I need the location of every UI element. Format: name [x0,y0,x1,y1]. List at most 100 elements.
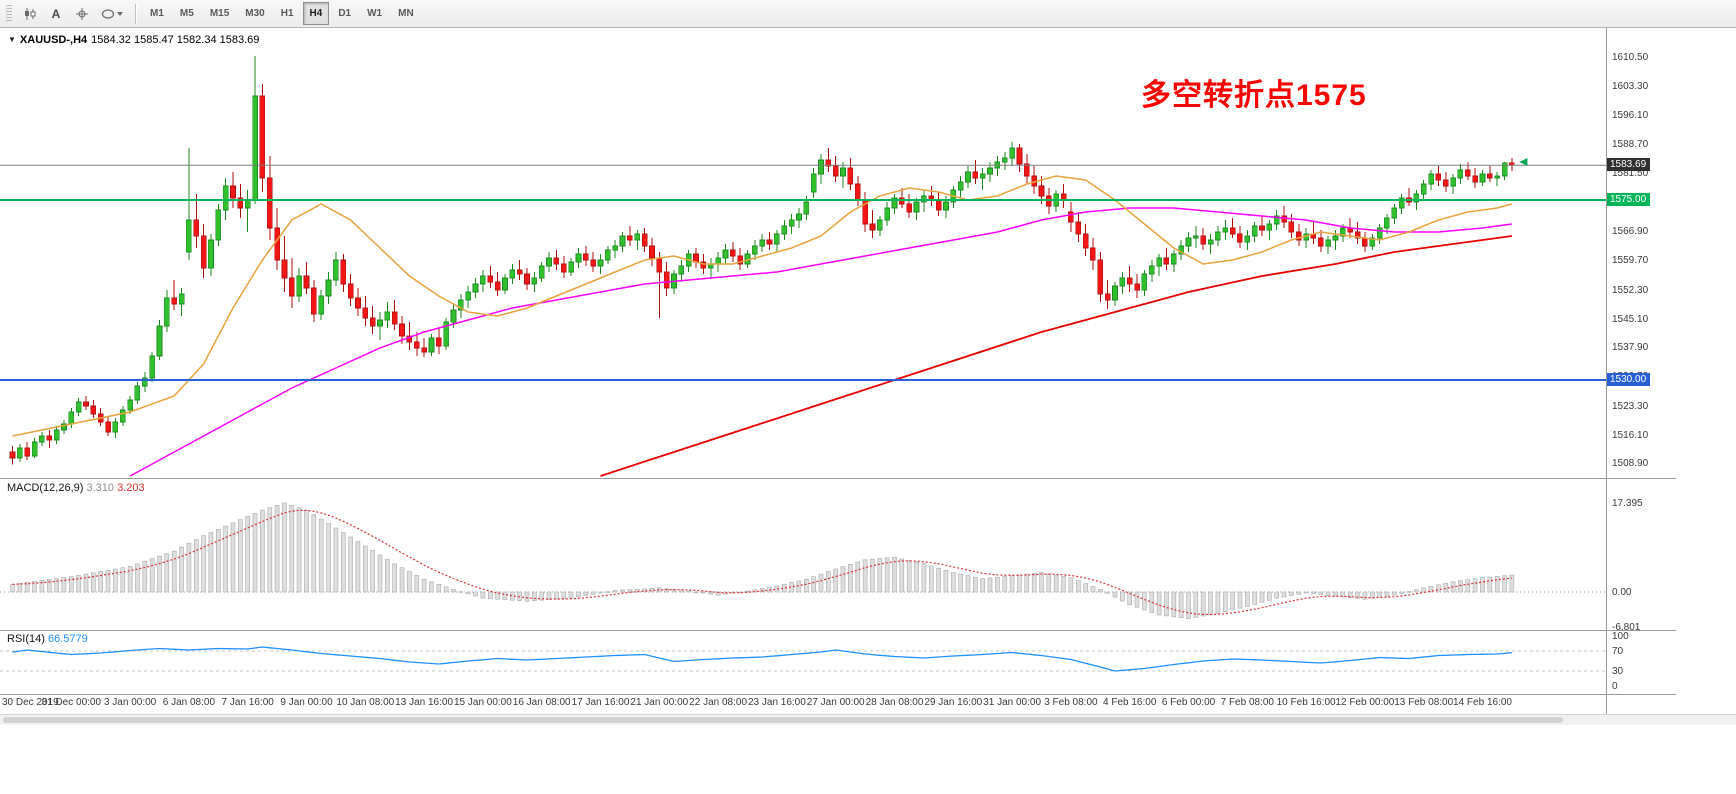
time-axis-label: 7 Jan 16:00 [221,697,274,708]
price-axis-label: 1603.30 [1612,80,1649,92]
macd-signal-value: 3.203 [117,482,145,494]
ma-fast-line [12,175,1513,437]
time-axis-label: 21 Jan 00:00 [630,697,689,708]
rsi-axis-label: 100 [1612,631,1629,642]
timeframe-button-m30[interactable]: M30 [245,8,265,19]
time-axis-label: 7 Feb 08:00 [1220,697,1274,708]
time-axis-label: 28 Jan 08:00 [865,697,924,708]
symbol-ohlc: 1584.32 1585.47 1582.34 1583.69 [91,34,260,46]
time-axis-label: 31 Jan 00:00 [983,697,1042,708]
price-axis-border [1606,28,1607,714]
candlestick-glyph [25,7,36,20]
rsi-axis-label: 30 [1612,666,1624,677]
price-axis-label: 1559.70 [1612,255,1649,267]
price-axis-label: 1508.90 [1612,458,1649,470]
macd-panel-surface[interactable] [0,479,1606,630]
macd-panel-divider[interactable] [0,478,1676,479]
toolbar: A M1 M5 M15 M30 H1 H4 D1 W1 MN [0,0,1736,28]
macd-axis-label: -6.801 [1612,621,1641,633]
macd-axis-label: 0.00 [1612,587,1632,598]
crosshair-icon[interactable] [69,2,95,26]
crosshair-glyph [76,7,88,20]
timeframe-button-mn[interactable]: MN [398,8,414,19]
time-axis-divider [0,694,1676,695]
macd-layer [0,502,1606,619]
timeframe-button-m1[interactable]: M1 [150,8,164,19]
time-axis-label: 10 Jan 08:00 [336,697,395,708]
timeframe-button-h4[interactable]: H4 [302,2,330,25]
time-axis-label: 14 Feb 16:00 [1453,697,1512,708]
time-axis-label: 29 Jan 16:00 [924,697,983,708]
timeframe-button-group: M1 M5 M15 M30 H1 H4 D1 W1 MN [142,2,422,25]
time-axis-label: 3 Feb 08:00 [1044,697,1098,708]
one-click-trading-toggle-icon[interactable]: ▼ [8,35,16,44]
time-axis-label: 6 Jan 08:00 [162,697,216,708]
toolbar-separator [135,3,136,24]
time-axis-label: 23 Jan 16:00 [747,697,806,708]
price-axis-label: 1552.30 [1612,284,1649,296]
time-axis-label: 6 Feb 00:00 [1161,697,1216,708]
horizontal-scrollbar-thumb[interactable] [3,717,1563,723]
time-axis-label: 15 Jan 00:00 [453,697,512,708]
time-axis-label: 13 Jan 16:00 [395,697,454,708]
time-axis-label: 16 Jan 08:00 [512,697,571,708]
macd-axis-label: 17.395 [1612,498,1643,509]
ma-slow-line [600,235,1513,477]
rsi-name: RSI(14) [7,633,45,645]
letter-a-glyph: A [51,6,61,21]
timeframe-button-h1[interactable]: H1 [280,8,294,19]
price-axis-label: 1566.90 [1612,226,1649,238]
timeframe-button-w1[interactable]: W1 [367,8,383,19]
chart-annotation-text[interactable]: 多空转折点1575 [1141,79,1367,112]
time-axis-label: 17 Jan 16:00 [571,697,630,708]
horizontal-scrollbar[interactable] [0,714,1736,725]
rsi-line [12,646,1512,672]
price-axis-label: 1596.10 [1612,109,1649,121]
candles-layer [9,56,1515,465]
shapes-glyph [101,8,115,19]
time-axis-label: 3 Jan 00:00 [103,697,157,708]
main-chart-surface[interactable] [0,28,1606,478]
time-axis-label: 9 Jan 00:00 [280,697,333,708]
price-axis-label: 1537.90 [1612,342,1649,354]
time-axis-label: 30 Dec 2019 [2,697,59,708]
text-tool-icon[interactable]: A [43,2,69,26]
macd-main-value: 3.310 [86,482,115,494]
price-axis-label: 1581.50 [1612,168,1649,179]
price-axis-label: 1588.70 [1612,139,1649,151]
timeframe-button-m15[interactable]: M15 [209,8,230,19]
time-axis-label: 10 Feb 16:00 [1276,697,1336,708]
price-axis-label: 1610.50 [1612,52,1649,63]
macd-label: MACD(12,26,9) 3.310 3.203 [7,482,145,494]
rsi-value: 66.5779 [47,633,88,645]
price-axis-label: 1545.10 [1612,313,1649,325]
macd-name: MACD(12,26,9) [7,482,84,494]
symbol-info: ▼ XAUUSD-,H4 1584.32 1585.47 1582.34 158… [8,34,259,46]
rsi-panel-surface[interactable] [0,631,1606,694]
candlestick-chart-icon[interactable] [17,2,43,26]
rsi-axis-label: 70 [1612,646,1624,657]
time-axis-label: 31 Dec 00:00 [41,697,102,708]
moving-averages-layer [12,175,1513,477]
ma-mid-line [129,207,1513,477]
rsi-panel-divider[interactable] [0,630,1676,631]
time-axis-label: 13 Feb 08:00 [1394,697,1454,708]
symbol-name: XAUUSD-,H4 [19,34,88,46]
price-axis-label: 1523.30 [1612,400,1649,412]
time-axis-label: 4 Feb 16:00 [1103,697,1157,708]
chart-objects-layer[interactable] [0,158,1606,381]
time-axis-label: 27 Jan 00:00 [806,697,865,708]
rsi-axis-label: 0 [1612,681,1618,692]
macd-signal-line [12,509,1512,616]
rsi-label: RSI(14) 66.5779 [7,633,88,645]
price-axis-label: 1516.10 [1612,429,1649,441]
current-price-tag: 1583.69 [1607,158,1651,172]
hline-price-tag: 1530.00 [1607,373,1651,386]
shapes-menu-icon[interactable] [95,2,129,26]
chevron-down-icon [117,11,123,16]
timeframe-button-m5[interactable]: M5 [179,8,194,19]
toolbar-drag-handle[interactable] [6,4,12,23]
timeframe-button-d1[interactable]: D1 [338,8,352,19]
rsi-layer [0,646,1606,672]
